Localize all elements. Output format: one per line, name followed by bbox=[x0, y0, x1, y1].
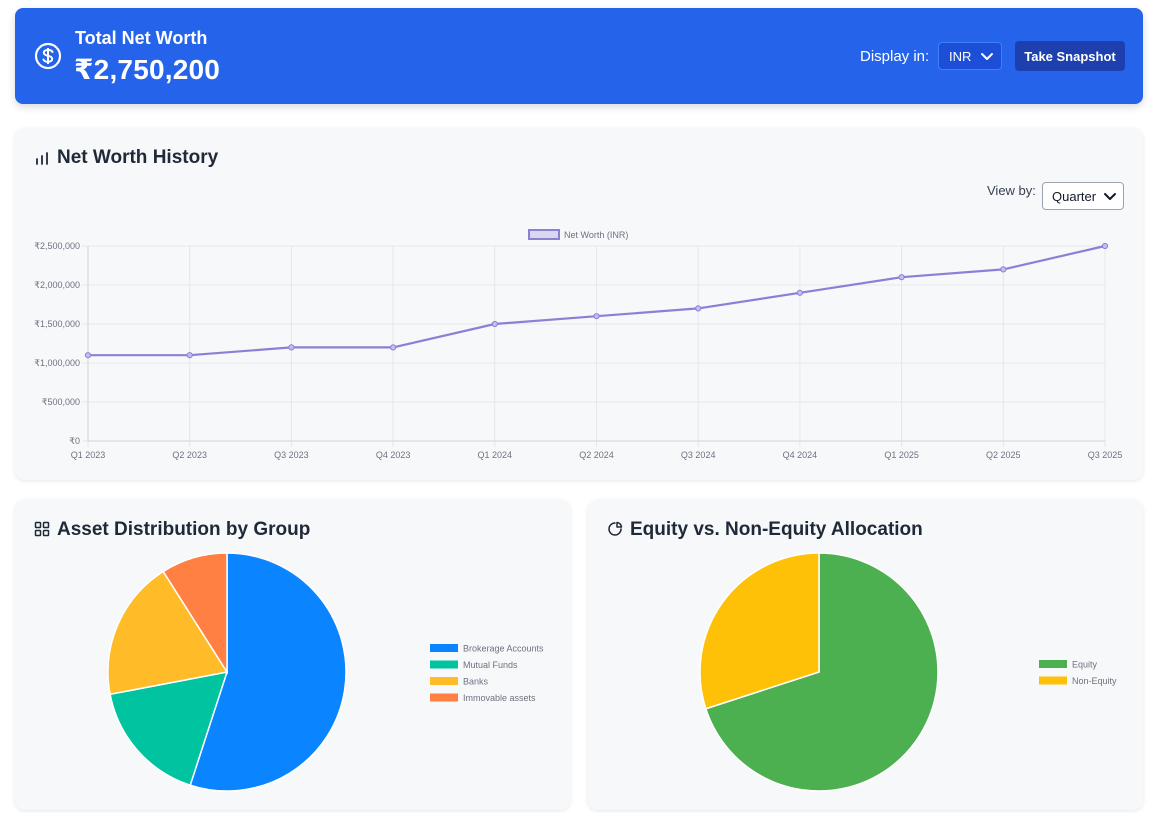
legend-label: Mutual Funds bbox=[463, 660, 518, 670]
equity-allocation-card: Equity vs. Non-Equity Allocation Equity N… bbox=[588, 500, 1143, 810]
pie-slice bbox=[109, 671, 229, 787]
pie-slice bbox=[162, 552, 228, 675]
y-tick-label: ₹0 bbox=[69, 436, 80, 446]
data-point bbox=[390, 344, 397, 351]
pie-slice bbox=[189, 552, 347, 792]
x-tick-label: Q2 2025 bbox=[986, 450, 1021, 460]
net-worth-amount: ₹2,750,200 bbox=[74, 54, 221, 85]
legend-label: Brokerage Accounts bbox=[463, 644, 544, 654]
x-tick-label: Q2 2024 bbox=[579, 450, 614, 460]
grid-icon bbox=[34, 521, 50, 537]
display-currency-label: Display in: bbox=[860, 48, 930, 65]
take-snapshot-button[interactable]: Take Snapshot bbox=[1015, 41, 1125, 71]
legend-swatch bbox=[1039, 660, 1067, 668]
view-by-label: View by: bbox=[987, 183, 1036, 198]
asset-distribution-pie-chart: Brokerage Accounts Mutual Funds Banks Immov… bbox=[107, 552, 544, 792]
x-tick-label: Q1 2023 bbox=[71, 450, 106, 460]
y-tick-label: ₹2,500,000 bbox=[34, 241, 80, 251]
x-tick-label: Q1 2025 bbox=[884, 450, 919, 460]
y-tick-label: ₹1,500,000 bbox=[34, 319, 80, 329]
legend-label: Non-Equity bbox=[1072, 676, 1117, 686]
currency-value: INR bbox=[949, 48, 972, 64]
legend-label: Net Worth (INR) bbox=[564, 230, 628, 240]
pie-chart-icon bbox=[608, 521, 623, 536]
legend-swatch bbox=[528, 229, 560, 240]
x-tick-label: Q4 2023 bbox=[376, 450, 411, 460]
legend-swatch bbox=[430, 644, 458, 652]
net-worth-header: Total Net Worth ₹2,750,200 Display in: I… bbox=[15, 8, 1143, 104]
legend-swatch bbox=[430, 660, 458, 669]
asset-distribution-card: Asset Distribution by Group Brokerage Ac… bbox=[15, 500, 570, 810]
chevron-down-icon bbox=[1104, 193, 1116, 200]
net-worth-history-card: Net Worth History View by: Quarter ₹0 ₹50… bbox=[15, 128, 1143, 480]
data-point bbox=[84, 352, 92, 359]
view-by-select[interactable]: Quarter bbox=[1042, 182, 1124, 210]
x-tick-label: Q3 2024 bbox=[681, 450, 716, 460]
legend-swatch bbox=[430, 677, 458, 685]
y-tick-label: ₹1,000,000 bbox=[34, 358, 80, 368]
equity-allocation-title: Equity vs. Non-Equity Allocation bbox=[630, 519, 923, 540]
legend-label: Banks bbox=[463, 677, 489, 687]
data-point bbox=[1101, 242, 1109, 250]
net-worth-title: Total Net Worth bbox=[75, 28, 208, 48]
x-tick-label: Q3 2023 bbox=[274, 450, 309, 460]
pie-slice bbox=[699, 552, 820, 710]
pie-slice bbox=[704, 552, 939, 792]
equity-allocation-pie-chart: Equity Non-Equity bbox=[699, 552, 1117, 792]
legend-swatch bbox=[430, 693, 458, 702]
y-tick-label: ₹2,000,000 bbox=[34, 280, 80, 290]
net-worth-line-chart: ₹0 ₹500,000 ₹1,000,000 ₹1,500,000 ₹2,000,000… bbox=[34, 229, 1123, 460]
x-tick-label: Q2 2023 bbox=[172, 450, 207, 460]
y-tick-label: ₹500,000 bbox=[42, 397, 80, 407]
x-tick-label: Q1 2024 bbox=[478, 450, 513, 460]
asset-distribution-title: Asset Distribution by Group bbox=[57, 519, 311, 540]
dollar-circle-icon bbox=[34, 42, 62, 70]
legend-label: Equity bbox=[1072, 660, 1098, 670]
data-point bbox=[288, 344, 295, 351]
chevron-down-icon bbox=[981, 53, 993, 60]
pie-slice bbox=[107, 570, 229, 696]
data-point bbox=[186, 352, 193, 359]
x-tick-label: Q3 2025 bbox=[1088, 450, 1123, 460]
data-point bbox=[796, 289, 804, 296]
data-point bbox=[1000, 266, 1007, 273]
legend-label: Immovable assets bbox=[463, 693, 536, 703]
history-title: Net Worth History bbox=[57, 147, 219, 168]
legend-swatch bbox=[1039, 676, 1067, 685]
data-point bbox=[898, 274, 905, 281]
x-tick-label: Q4 2024 bbox=[783, 450, 818, 460]
data-point bbox=[695, 305, 702, 312]
data-point bbox=[593, 313, 600, 320]
bar-chart-icon bbox=[36, 152, 48, 165]
data-point bbox=[491, 320, 498, 328]
view-by-value: Quarter bbox=[1052, 188, 1097, 204]
currency-select[interactable]: INR bbox=[938, 42, 1002, 70]
